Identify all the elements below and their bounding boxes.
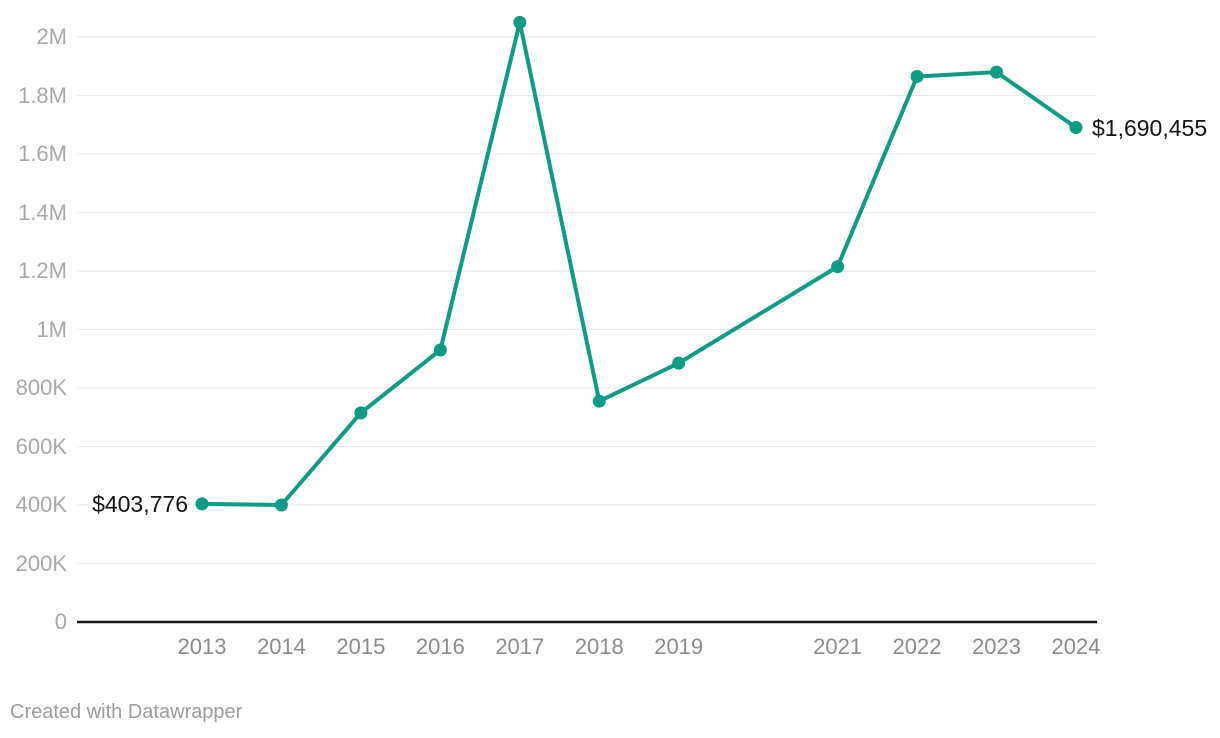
data-point[interactable] (990, 65, 1003, 79)
line-chart-plot (77, 15, 1097, 624)
data-point[interactable] (354, 406, 368, 420)
last-point-value-label: $1,690,455 (1092, 115, 1208, 141)
data-point[interactable] (513, 15, 527, 29)
datawrapper-attribution-link[interactable]: Created with Datawrapper (10, 701, 243, 723)
data-point[interactable] (672, 356, 686, 370)
data-point[interactable] (831, 260, 845, 274)
first-point-value-label: $403,776 (92, 491, 188, 517)
data-point[interactable] (592, 394, 606, 408)
data-point[interactable] (910, 69, 924, 83)
data-point[interactable] (195, 497, 209, 511)
data-point[interactable] (433, 343, 447, 357)
data-point[interactable] (1069, 121, 1083, 135)
series-line (200, 20, 1078, 507)
data-point[interactable] (274, 498, 288, 512)
